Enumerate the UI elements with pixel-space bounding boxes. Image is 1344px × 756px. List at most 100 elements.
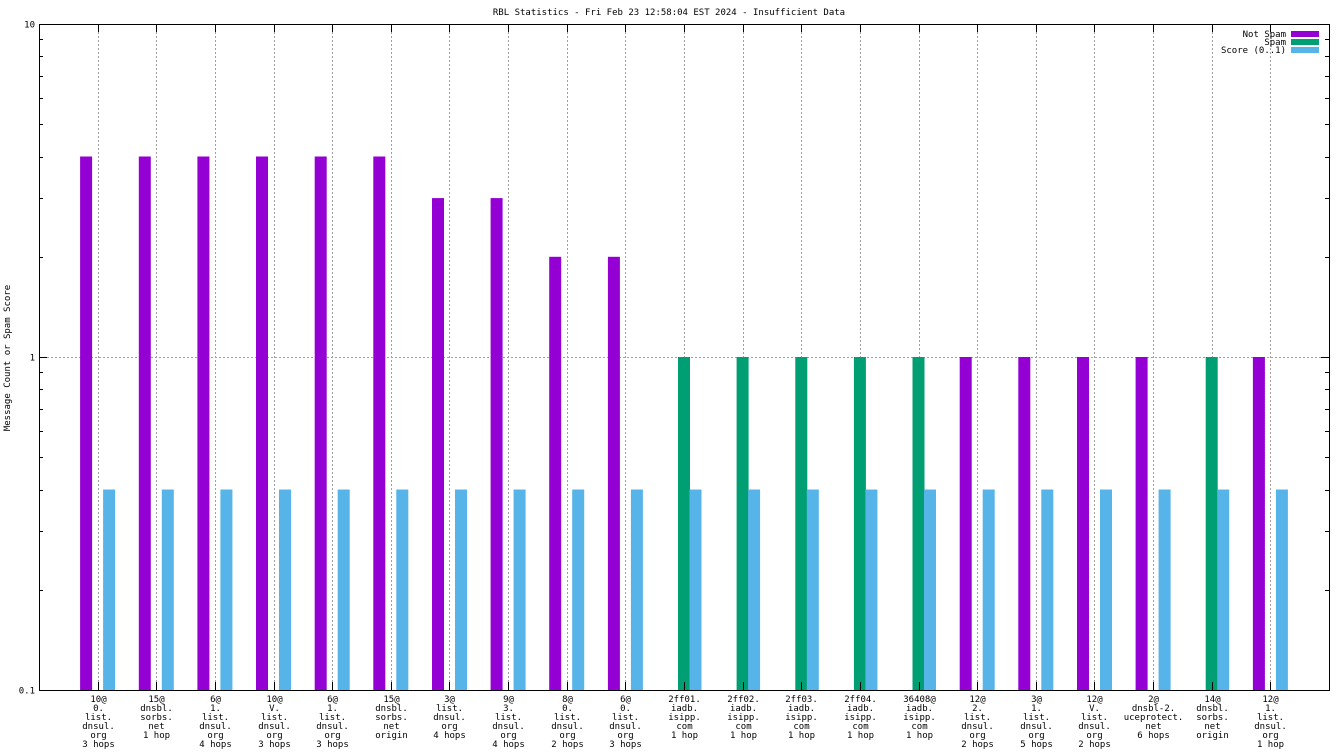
x-category-label-line: org (441, 722, 457, 732)
bar-spam (1205, 357, 1218, 690)
x-category-label-line: org (559, 731, 575, 741)
chart-title: RBL Statistics - Fri Feb 23 12:58:04 EST… (493, 8, 845, 18)
x-category-label-line: iadb. (671, 704, 698, 714)
bar-score-0-1 (513, 489, 526, 690)
y-tick-label: 0.1 (19, 687, 35, 697)
x-category-label-line: 15@ (148, 695, 165, 705)
x-category-label: 12@ 1. list. dnsul. org 1 hop (1254, 695, 1287, 750)
x-category-label-line: 12@ (1086, 695, 1103, 705)
x-category-label-line: dnsul. (1020, 722, 1053, 732)
x-category-label-line: dnsul. (433, 713, 466, 723)
x-category-label-line: com (911, 722, 927, 732)
x-category-label-line: iadb. (730, 704, 757, 714)
x-category-label-line: list. (1023, 713, 1050, 723)
x-category-label-line: org (1086, 731, 1102, 741)
x-category-label-line: list. (612, 713, 639, 723)
bar-not-spam (607, 256, 620, 690)
bar-score-0-1 (103, 489, 116, 690)
bar-score-0-1 (806, 489, 819, 690)
x-category-label-line: isipp. (785, 713, 818, 723)
x-category-label-line: 2 hops (1078, 740, 1111, 750)
x-category-label-line: 1 hop (906, 731, 933, 741)
x-category-label-line: isipp. (668, 713, 701, 723)
bar-spam (678, 357, 690, 690)
x-category-label-line: org (324, 731, 340, 741)
bar-score-0-1 (748, 489, 761, 690)
x-category-label-line: dnsul. (199, 722, 232, 732)
bar-not-spam (1252, 357, 1265, 690)
x-category-label-line: list. (319, 713, 346, 723)
x-category-label-line: iadb. (847, 704, 874, 714)
x-category-label: 10@ V. list. dnsul. org 3 hops (258, 695, 291, 750)
x-category-label: 2ff02. iadb. isipp. com 1 hop (727, 695, 760, 741)
y-ticks: 0.1 1 10 (19, 21, 1329, 697)
bar-not-spam (314, 156, 327, 690)
x-category-label-line: dnsul. (492, 722, 525, 732)
x-category-label-line: 4 hops (492, 740, 525, 750)
x-category-label-line: iadb. (788, 704, 815, 714)
legend-entry-label: Score (0..1) (1221, 46, 1286, 56)
x-category-label-line: 4 hops (433, 731, 466, 741)
x-category-label-line: iadb. (906, 704, 933, 714)
bar-spam (795, 357, 808, 690)
bar-score-0-1 (1100, 489, 1112, 690)
x-category-label-line: net (1145, 722, 1161, 732)
x-category-label-line: 5 hops (1020, 740, 1053, 750)
bar-score-0-1 (924, 489, 936, 690)
x-category-label-line: 1. (210, 704, 221, 714)
bar-score-0-1 (865, 489, 878, 690)
bar-not-spam (373, 156, 386, 690)
x-category-label-line: 3@ (1031, 695, 1042, 705)
bars (80, 156, 1288, 690)
bar-not-spam (256, 156, 268, 690)
x-category-label-line: 0. (620, 704, 631, 714)
x-category-label-line: org (617, 731, 633, 741)
x-category-label-line: 10@ (90, 695, 107, 705)
x-category-label-line: 12@ (969, 695, 986, 705)
x-category-label-line: 14@ (1204, 695, 1221, 705)
bar-score-0-1 (1158, 489, 1171, 690)
bar-score-0-1 (1217, 489, 1230, 690)
x-category-label: 6@ 1. list. dnsul. org 3 hops (316, 695, 349, 750)
legend-swatch (1291, 47, 1319, 53)
x-category-label-line: dnsbl. (140, 704, 173, 714)
bar-score-0-1 (396, 489, 409, 690)
bar-score-0-1 (220, 489, 233, 690)
x-category-label-line: origin (1196, 731, 1229, 741)
legend-swatch (1291, 31, 1319, 37)
x-category-label-line: 3 hops (258, 740, 291, 750)
x-category-label: 9@ 3. list. dnsul. org 4 hops (492, 695, 525, 750)
bar-score-0-1 (1275, 489, 1288, 690)
x-category-label-line: uceprotect. (1124, 713, 1184, 723)
x-category-label: 6@ 1. list. dnsul. org 4 hops (199, 695, 232, 750)
x-category-label: 2@ dnsbl-2. uceprotect. net 6 hops (1124, 695, 1184, 741)
bar-not-spam (138, 156, 151, 690)
x-category-label-line: 2 hops (961, 740, 994, 750)
x-category-label-line: 36408@ (903, 695, 936, 705)
x-category-label-line: dnsul. (82, 722, 115, 732)
x-category-label: 15@ dnsbl. sorbs. net origin (375, 695, 408, 741)
bar-not-spam (432, 198, 444, 690)
bar-not-spam (1018, 357, 1031, 690)
x-category-label-line: dnsul. (258, 722, 291, 732)
x-category-label-line: org (1028, 731, 1044, 741)
x-category-label-line: org (969, 731, 985, 741)
x-category-label: 3@ 1. list. dnsul. org 5 hops (1020, 695, 1053, 750)
x-category-label-line: 2ff01. (668, 695, 701, 705)
x-category-label-line: 3 hops (82, 740, 115, 750)
bar-score-0-1 (1041, 489, 1054, 690)
x-category-label: 15@ dnsbl. sorbs. net 1 hop (140, 695, 173, 741)
bar-score-0-1 (982, 489, 995, 690)
bar-score-0-1 (689, 489, 702, 690)
x-category-label-line: sorbs. (1196, 713, 1229, 723)
x-category-label-line: com (676, 722, 692, 732)
x-category-label-line: isipp. (903, 713, 936, 723)
bar-score-0-1 (572, 489, 585, 690)
x-category-label-line: 1. (1031, 704, 1042, 714)
legend-entry-label: Not Spam (1243, 30, 1286, 40)
x-category-label-line: 6@ (327, 695, 338, 705)
x-category-label: 2ff03. iadb. isipp. com 1 hop (785, 695, 818, 741)
x-category-label-line: org (90, 731, 106, 741)
bar-not-spam (80, 156, 93, 690)
x-category-label-line: org (207, 731, 223, 741)
